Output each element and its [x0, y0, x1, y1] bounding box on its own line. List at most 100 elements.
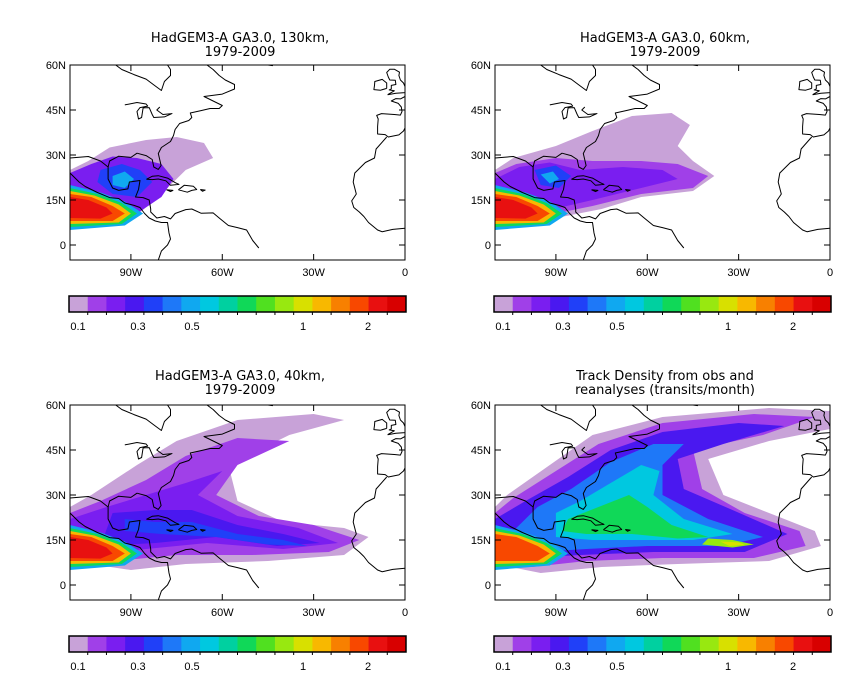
colorbar-tick-label: 0.3: [555, 321, 570, 333]
map-panel-130km: HadGEM3-A GA3.0, 130km, 1979-2009 60N 45N…: [0, 0, 425, 340]
colorbar-swatch: [143, 296, 164, 312]
map-panel-observations: Track Density from obs and reanalyses (t…: [425, 340, 850, 680]
lon-tick-label: 90W: [545, 607, 568, 619]
colorbar-tick-label: 0.5: [609, 321, 624, 333]
colorbar-tick-label: 0.1: [70, 661, 85, 673]
coastline: [373, 418, 388, 431]
colorbar-swatch: [774, 296, 795, 312]
coastline: [532, 405, 660, 510]
colorbar-swatch: [87, 636, 107, 652]
lat-tick-label: 30N: [46, 490, 66, 502]
colorbar-swatch: [237, 636, 257, 652]
coastline: [801, 96, 830, 138]
colorbar-swatch: [756, 296, 776, 312]
colorbar-tick-label: 2: [790, 661, 796, 673]
colorbar-swatch: [69, 636, 89, 652]
panel-title-line2: reanalyses (transits/month): [575, 383, 755, 398]
coastline: [115, 405, 171, 431]
density-contour: [720, 541, 745, 546]
lon-tick-label: 0: [402, 607, 408, 619]
lon-tick-label: 0: [402, 267, 408, 279]
lat-tick-label: 15N: [46, 195, 66, 207]
coastline: [124, 442, 173, 460]
lon-tick-label: 60W: [211, 267, 234, 279]
density-contour: [540, 171, 559, 184]
colorbar-swatch: [550, 636, 570, 652]
coastline: [540, 65, 596, 91]
colorbar-swatch: [625, 296, 645, 312]
coastline: [124, 102, 173, 120]
colorbar-tick-label: 0.3: [555, 661, 570, 673]
coastline: [798, 418, 813, 431]
colorbar-swatch: [274, 636, 295, 652]
coastline: [776, 136, 830, 233]
track-density-map: 60N 45N 30N 15N 0 90W 60W 30W 0: [46, 400, 408, 619]
coastline: [776, 476, 830, 573]
lon-tick-label: 60W: [211, 607, 234, 619]
panel-title-line2: 1979-2009: [629, 45, 701, 60]
lon-tick-label: 60W: [636, 607, 659, 619]
track-density-map: 60N 45N 30N 15N 0 90W 60W 30W 0: [471, 400, 833, 619]
colorbar: 0.1 0.3 0.5 1 2: [68, 635, 407, 673]
lat-tick-label: 0: [485, 240, 491, 252]
coastline: [532, 65, 660, 170]
map-frame: [69, 404, 406, 601]
coastline: [624, 529, 631, 532]
lat-tick-label: 45N: [46, 105, 66, 117]
lat-tick-label: 0: [60, 240, 66, 252]
colorbar-tick-label: 0.1: [70, 321, 85, 333]
colorbar-tick-label: 1: [725, 661, 731, 673]
colorbar-swatch: [106, 296, 126, 312]
colorbar-swatch: [293, 296, 313, 312]
coastline: [115, 65, 171, 91]
colorbar-swatch: [387, 296, 407, 312]
colorbar-swatch: [568, 296, 589, 312]
panel-title: HadGEM3-A GA3.0, 60km, 1979-2009: [495, 32, 835, 60]
colorbar-swatch: [737, 296, 757, 312]
colorbar-swatch: [512, 636, 532, 652]
coastline: [495, 512, 596, 600]
colorbar-swatch: [181, 296, 201, 312]
coastline: [373, 78, 388, 91]
colorbar-swatch: [718, 636, 738, 652]
coastline: [603, 524, 623, 533]
colorbar-swatch: [256, 636, 276, 652]
coastline: [571, 175, 605, 186]
coastline: [178, 184, 198, 193]
map-frame: [494, 64, 831, 261]
colorbar-swatch: [681, 296, 701, 312]
coastline: [70, 512, 171, 600]
colorbar-swatch: [200, 296, 220, 312]
colorbar-swatch: [274, 296, 295, 312]
lat-tick-label: 60N: [471, 60, 491, 72]
colorbar-swatch: [512, 296, 532, 312]
colorbar-tick-label: 2: [790, 321, 796, 333]
colorbar-tick-label: 1: [725, 321, 731, 333]
panel-title: Track Density from obs and reanalyses (t…: [495, 370, 835, 398]
panel-title-line2: 1979-2009: [204, 45, 276, 60]
coastline: [386, 408, 405, 436]
coastline: [540, 405, 596, 431]
coastline: [146, 175, 180, 186]
lon-tick-label: 0: [827, 607, 833, 619]
colorbar-swatch: [106, 636, 126, 652]
lat-tick-label: 30N: [46, 150, 66, 162]
lat-tick-label: 45N: [46, 445, 66, 457]
colorbar-swatch: [587, 636, 607, 652]
colorbar-swatch: [568, 636, 589, 652]
colorbar-swatch: [531, 636, 551, 652]
coastline: [591, 529, 599, 533]
coastline: [811, 68, 830, 96]
colorbar-swatch: [550, 296, 570, 312]
lat-tick-label: 45N: [471, 445, 491, 457]
colorbar: 0.1 0.3 0.5 1 2: [68, 295, 407, 333]
colorbar: 0.1 0.3 0.5 1 2: [493, 635, 832, 673]
track-density-map: 60N 45N 30N 15N 0 90W 60W 30W 0: [46, 60, 408, 279]
coastline: [376, 96, 405, 138]
coastline: [166, 529, 174, 533]
colorbar-swatch: [143, 636, 164, 652]
colorbar-swatch: [368, 636, 388, 652]
lon-tick-label: 30W: [302, 607, 325, 619]
coastline: [603, 184, 623, 193]
colorbar-swatch: [793, 296, 813, 312]
